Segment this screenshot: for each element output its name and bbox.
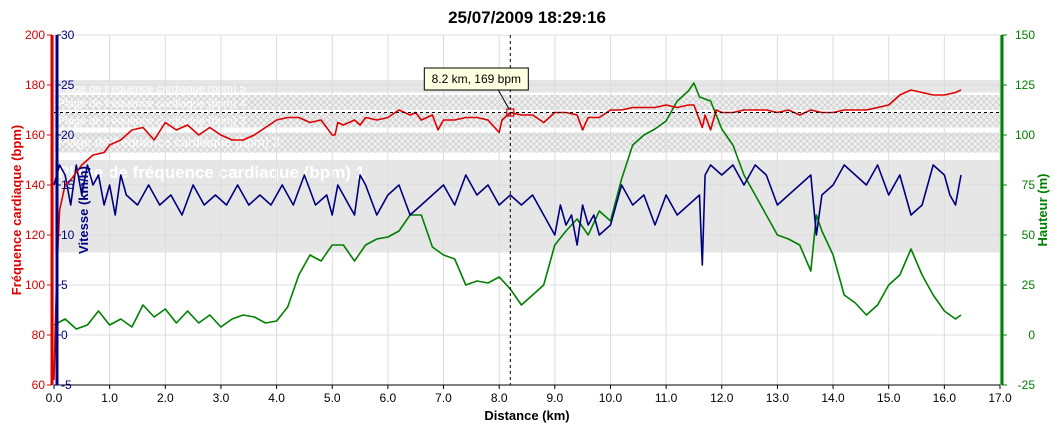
altitude-tick-label: 100 [1015,128,1035,142]
chart-title: 25/07/2009 18:29:16 [448,8,606,27]
heart-rate-zones: Plage de fréquence cardiaque (bpm) 1 Plag… [54,80,1000,253]
speed-tick-label: -5 [61,378,72,392]
speed-tick-label: 25 [61,78,75,92]
zone-label-3: Plage de fréquence cardiaque (bpm) 3 [58,116,246,128]
x-tick-label: 11.0 [655,391,678,405]
x-tick-label: 14.0 [821,391,845,405]
speed-tick-label: 20 [61,128,75,142]
heart-rate-tick-label: 120 [25,228,45,242]
x-tick-label: 0.0 [46,391,63,405]
altitude-tick-label: 125 [1015,78,1035,92]
axes: 0.0 1.0 2.0 3.0 4.0 5.0 6.0 7.0 8.0 9.0 10.0 11.0 12… [9,28,1050,423]
speed-tick-label: 10 [61,228,75,242]
x-tick-label: 4.0 [268,391,285,405]
x-tick-label: 1.0 [101,391,118,405]
altitude-tick-label: 75 [1022,178,1036,192]
altitude-axis-title: Hauteur (m) [1035,174,1050,247]
cursor-label: 8.2 km, 169 bpm [432,72,521,86]
series-line-heart-rate [53,89,962,381]
heart-rate-tick-label: 200 [25,28,45,42]
zone-label-2: Plage de fréquence cardiaque (bpm) 2 [58,135,280,150]
x-tick-label: 10.0 [599,391,623,405]
plot-series [53,82,962,381]
altitude-tick-label: -25 [1018,378,1036,392]
x-tick-label: 3.0 [213,391,230,405]
x-tick-label: 15.0 [877,391,901,405]
zone-label-1: Plage de fréquence cardiaque (bpm) 1 [58,163,365,182]
altitude-tick-label: 150 [1015,28,1035,42]
speed-tick-label: 0 [61,328,68,342]
x-tick-label: 8.0 [491,391,508,405]
x-axis-title: Distance (km) [484,408,569,423]
cursor-label-pointer [497,89,510,110]
zone-band-1 [54,160,1000,253]
x-tick-label: 6.0 [380,391,397,405]
speed-axis-title: Vitesse (km/h) [76,166,91,254]
heart-rate-tick-label: 180 [25,78,45,92]
series-line-speed [53,164,962,266]
x-tick-label: 16.0 [933,391,957,405]
heart-rate-tick-label: 160 [25,128,45,142]
zone-band-3 [54,112,1000,128]
x-tick-label: 9.0 [546,391,563,405]
x-tick-label: 2.0 [157,391,174,405]
altitude-tick-label: 50 [1022,228,1036,242]
x-tick-label: 5.0 [324,391,341,405]
speed-tick-label: 15 [61,178,75,192]
x-tick-label: 17.0 [988,391,1012,405]
cursor: 8.2 km, 169 bpm [54,35,1000,385]
heart-rate-tick-label: 80 [32,328,46,342]
series-line-altitude [53,82,962,330]
zone-label-4: Plage de fréquence cardiaque (bpm) 4 [58,98,246,110]
zone-band-2 [54,132,1000,153]
heart-rate-tick-label: 140 [25,178,45,192]
zone-label-5: Plage de fréquence cardiaque (bpm) 5 [58,83,246,95]
speed-tick-label: 5 [61,278,68,292]
altitude-tick-label: 25 [1022,278,1036,292]
heart-rate-axis-title: Fréquence cardiaque (bpm) [9,125,24,295]
heart-rate-tick-label: 60 [32,378,46,392]
cursor-label-box [423,67,529,91]
cursor-marker [506,108,515,117]
zone-band-4 [54,95,1000,110]
x-tick-label: 13.0 [766,391,790,405]
speed-tick-label: 30 [61,28,75,42]
altitude-tick-label: 0 [1028,328,1035,342]
x-tick-label: 7.0 [435,391,452,405]
heart-rate-tick-label: 100 [25,278,45,292]
x-tick-label: 12.0 [710,391,734,405]
